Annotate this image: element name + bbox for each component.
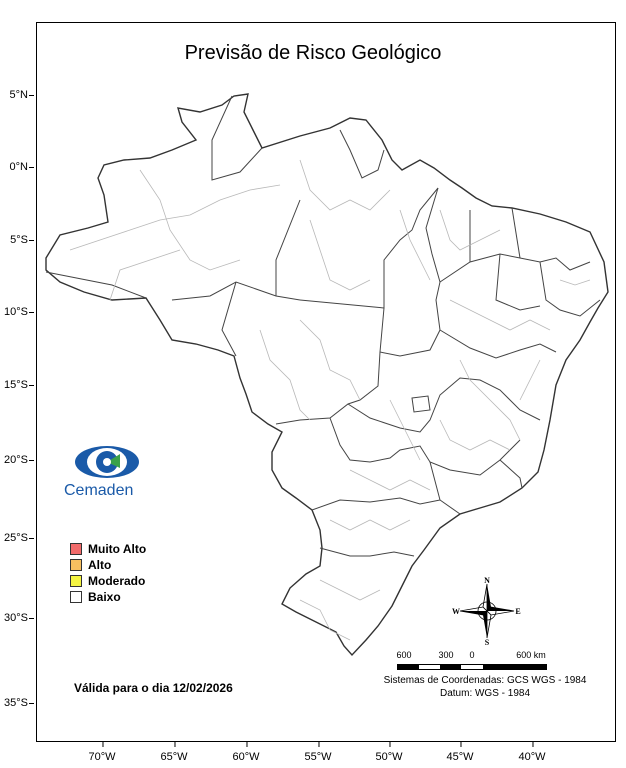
legend-swatch-alto [70, 559, 82, 571]
lon-label-45w: 45°W [446, 742, 474, 763]
scale-seg-1 [398, 665, 420, 669]
lon-label-65w: 65°W [160, 742, 188, 763]
legend-item-moderado: Moderado [70, 573, 146, 589]
scale-label-600-left: 600 [396, 650, 412, 660]
scale-label-0: 0 [469, 650, 475, 660]
validity-date: Válida para o dia 12/02/2026 [74, 681, 233, 695]
scale-seg-2 [419, 665, 441, 669]
scale-seg-3 [440, 665, 462, 669]
state-borders [45, 95, 601, 557]
lat-label-10s: 10°S [4, 306, 34, 318]
datum-text: Datum: WGS - 1984 [439, 688, 531, 699]
lat-label-5n: 5°N [9, 89, 35, 101]
lon-label-60w: 60°W [232, 742, 260, 763]
lat-label-5s: 5°S [10, 234, 34, 246]
legend-label-baixo: Baixo [88, 590, 121, 604]
compass-s: S [485, 638, 490, 646]
brazil-outline [45, 93, 609, 657]
legend-swatch-muito-alto [70, 543, 82, 555]
scale-label-600-km: 600 km [516, 650, 546, 660]
lon-label-50w: 50°W [375, 742, 403, 763]
cemaden-logo-text: Cemaden [64, 482, 134, 499]
lon-label-55w: 55°W [304, 742, 332, 763]
scale-seg-5 [482, 665, 546, 669]
lat-label-25s: 25°S [4, 532, 34, 544]
scale-label-300: 300 [438, 650, 454, 660]
legend-swatch-moderado [70, 575, 82, 587]
lon-label-70w: 70°W [88, 742, 116, 763]
lon-label-40w: 40°W [518, 742, 546, 763]
map-frame [36, 22, 616, 742]
lat-label-0: 0°N [9, 161, 35, 173]
compass-rose-icon: N S W E [452, 576, 521, 646]
lat-label-35s: 35°S [4, 697, 34, 709]
legend-item-alto: Alto [70, 557, 146, 573]
compass-n: N [484, 576, 490, 585]
legend-item-muito-alto: Muito Alto [70, 541, 146, 557]
legend-label-moderado: Moderado [88, 574, 146, 588]
lat-label-30s: 30°S [4, 612, 34, 624]
scale-bar [397, 664, 547, 670]
legend-swatch-baixo [70, 591, 82, 603]
scale-seg-4 [461, 665, 483, 669]
legend-item-baixo: Baixo [70, 589, 146, 605]
crs-text: Sistemas de Coordenadas: GCS WGS - 1984 [383, 675, 587, 686]
cemaden-logo-icon [75, 446, 139, 478]
internal-borders [69, 159, 591, 641]
legend-label-alto: Alto [88, 558, 112, 572]
compass-w: W [452, 607, 460, 616]
legend: Muito Alto Alto Moderado Baixo [70, 541, 146, 605]
compass-e: E [515, 607, 520, 616]
lat-label-15s: 15°S [4, 379, 34, 391]
lat-label-20s: 20°S [4, 454, 34, 466]
map-title: Previsão de Risco Geológico [184, 42, 442, 64]
legend-label-muito-alto: Muito Alto [88, 542, 147, 556]
